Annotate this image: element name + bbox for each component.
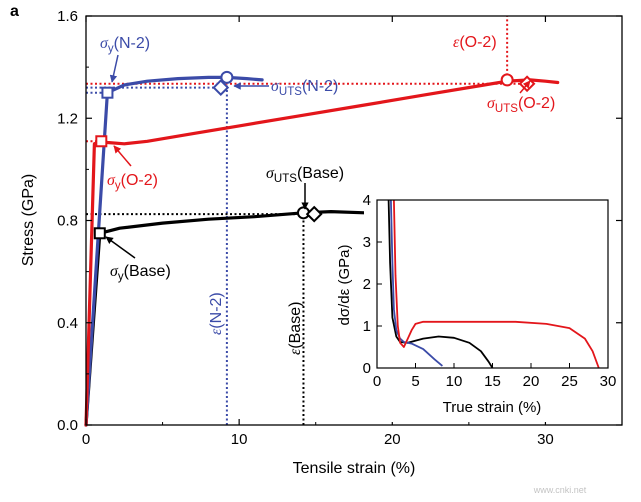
annotation-suts-o2: σUTS(O-2) (487, 95, 555, 115)
main-chart: σy(N-2)σUTS(N-2)ε(N-2)ε(O-2)σUTS(O-2)σy(… (20, 8, 623, 477)
annotation-subscript: y (118, 271, 124, 283)
inset-x-tick-label: 25 (561, 373, 578, 390)
annotation-eps-base: ε(Base) (287, 302, 304, 355)
inset-y-axis-label: dσ/dε (GPa) (336, 245, 353, 326)
inset-x-tick-label: 5 (411, 373, 419, 390)
annotation-text: (Base) (297, 165, 344, 182)
panel-label: a (10, 3, 19, 20)
watermark: www.cnki.net (533, 485, 587, 495)
inset-y-tick-label: 3 (363, 234, 371, 251)
annotation-arrow (519, 80, 531, 94)
annotation-symbol: σ (266, 165, 275, 182)
inset-x-tick-label: 0 (373, 373, 381, 390)
o-2-yield-marker (95, 135, 108, 148)
annotation-text: (O-2) (518, 95, 555, 112)
annotation-sy-n2: σy(N-2) (100, 35, 150, 55)
annotation-symbol: σ (110, 263, 119, 280)
annotation-subscript: UTS (279, 86, 302, 98)
annotation-subscript: UTS (274, 173, 297, 185)
main-y-tick-label: 0.8 (57, 213, 78, 230)
series-line-base (84, 210, 367, 427)
annotation-sy-o2: σy(O-2) (107, 172, 158, 192)
annotation-subscript: y (115, 180, 121, 192)
annotation-symbol: ε (287, 348, 304, 355)
n-2-eps-marker (220, 70, 234, 84)
main-x-tick-label: 30 (537, 431, 554, 448)
annotation-text: (O-2) (459, 34, 496, 51)
n-2-yield-marker (101, 86, 114, 99)
annotation-subscript: UTS (495, 103, 518, 115)
base-uts-marker (305, 205, 323, 223)
inset-x-tick-label: 30 (600, 373, 617, 390)
base-yield-marker (93, 227, 106, 240)
annotation-text: (N-2) (302, 78, 338, 95)
annotation-suts-n2: σUTS(N-2) (271, 78, 338, 98)
annotation-eps-n2: ε(N-2) (208, 292, 225, 335)
inset-x-tick-label: 15 (484, 373, 501, 390)
annotation-eps-o2: ε(O-2) (453, 34, 497, 51)
annotation-symbol: σ (487, 95, 496, 112)
inset-y-tick-label: 0 (363, 360, 371, 377)
inset-y-tick-label: 1 (363, 318, 371, 335)
main-y-tick-label: 0.4 (57, 315, 78, 332)
inset-x-tick-label: 20 (523, 373, 540, 390)
annotation-symbol: σ (271, 78, 280, 95)
main-y-tick-label: 1.6 (57, 8, 78, 25)
annotation-text: (O-2) (121, 172, 158, 189)
annotation-subscript: y (108, 43, 114, 55)
annotation-text: (Base) (124, 263, 171, 280)
annotation-symbol: σ (107, 172, 116, 189)
inset-series-line-base (387, 199, 494, 369)
main-x-tick-label: 20 (384, 431, 401, 448)
main-x-tick-label: 10 (231, 431, 248, 448)
annotation-arrow (105, 236, 136, 259)
annotation-text: (N-2) (208, 292, 225, 328)
main-x-axis-label: Tensile strain (%) (293, 460, 416, 477)
annotation-text: (Base) (287, 302, 304, 349)
annotation-symbol: ε (453, 34, 460, 51)
inset-series-line-o-2 (393, 199, 600, 369)
annotation-suts-base: σUTS(Base) (266, 165, 344, 185)
main-x-tick-label: 0 (82, 431, 90, 448)
inset-y-tick-label: 4 (363, 192, 371, 209)
inset-series-line-n-2 (390, 199, 443, 367)
inset-y-tick-label: 2 (363, 276, 371, 293)
annotation-symbol: ε (208, 328, 225, 335)
series-line-n-2 (84, 75, 264, 427)
n-2-uts-marker (212, 79, 230, 96)
inset-x-tick-label: 10 (446, 373, 463, 390)
main-y-tick-label: 0.0 (57, 417, 78, 434)
annotation-text: (N-2) (114, 35, 150, 52)
annotation-symbol: σ (100, 35, 109, 52)
main-y-tick-label: 1.2 (57, 110, 78, 127)
inset-background (364, 190, 616, 422)
inset-x-axis-label: True strain (%) (443, 399, 542, 416)
annotation-arrow (109, 54, 119, 83)
annotation-sy-base: σy(Base) (110, 263, 171, 283)
o-2-eps-marker (500, 73, 514, 87)
main-y-axis-label: Stress (GPa) (20, 174, 37, 266)
inset-chart: 0 5 10 15 20 25 30 0 1 2 3 4 True strain (%) dσ/dε … (336, 190, 616, 422)
annotation-arrow (113, 145, 132, 167)
